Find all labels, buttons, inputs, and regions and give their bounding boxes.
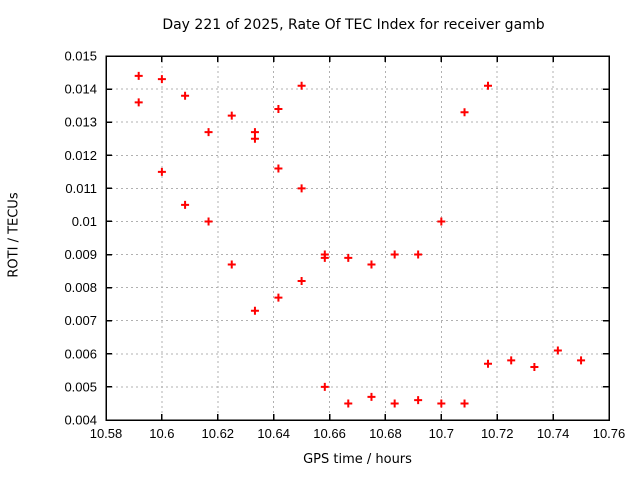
data-point-marker (344, 253, 353, 262)
data-point-marker (181, 91, 190, 100)
y-tick-label: 0.009 (64, 247, 97, 262)
data-point-marker (297, 81, 306, 90)
data-point-marker (274, 104, 283, 113)
plot-border (105, 55, 610, 421)
y-tick-label: 0.012 (64, 148, 97, 163)
data-point-marker (320, 382, 329, 391)
data-point-marker (297, 277, 306, 286)
data-point-marker (250, 306, 259, 315)
data-point-marker (367, 392, 376, 401)
y-tick-label: 0.004 (64, 413, 97, 428)
x-axis-title: GPS time / hours (303, 452, 412, 467)
x-tick-label: 10.68 (369, 426, 402, 441)
data-point-marker (274, 164, 283, 173)
data-point-marker (204, 128, 213, 137)
y-tick-label: 0.011 (65, 181, 97, 196)
x-tick-label: 10.62 (202, 426, 235, 441)
x-tick-label: 10.7 (429, 426, 454, 441)
data-point-marker (460, 108, 469, 117)
data-point-marker (414, 250, 423, 259)
data-point-marker (437, 217, 446, 226)
chart-title: Day 221 of 2025, Rate Of TEC Index for r… (162, 17, 545, 33)
data-point-marker (157, 75, 166, 84)
data-point-marker (577, 356, 586, 365)
data-point-marker (390, 250, 399, 259)
x-tick-label: 10.64 (257, 426, 290, 441)
x-tick-label: 10.58 (90, 426, 123, 441)
data-point-marker (367, 260, 376, 269)
x-tick-label: 10.76 (593, 426, 626, 441)
y-tick-label: 0.01 (72, 214, 97, 229)
y-tick-label: 0.015 (64, 49, 97, 64)
data-point-marker (157, 167, 166, 176)
y-tick-label: 0.005 (64, 379, 97, 394)
data-point-marker (437, 399, 446, 408)
y-tick-label: 0.006 (64, 346, 97, 361)
y-tick-label: 0.013 (64, 115, 97, 130)
x-tick-label: 10.74 (537, 426, 570, 441)
data-point-marker (250, 134, 259, 143)
data-point-marker (297, 184, 306, 193)
data-point-marker (390, 399, 399, 408)
y-tick-label: 0.014 (64, 82, 97, 97)
x-tick-label: 10.6 (149, 426, 174, 441)
data-point-marker (460, 399, 469, 408)
data-point-marker (344, 399, 353, 408)
data-point-marker (227, 111, 236, 120)
data-point-marker (134, 71, 143, 80)
y-tick-label: 0.007 (64, 313, 97, 328)
data-point-marker (204, 217, 213, 226)
data-point-marker (553, 346, 562, 355)
x-tick-label: 10.72 (481, 426, 514, 441)
data-point-marker (274, 293, 283, 302)
data-point-marker (320, 253, 329, 262)
data-point-marker (507, 356, 516, 365)
x-tick-label: 10.66 (313, 426, 346, 441)
data-point-marker (181, 200, 190, 209)
data-point-marker (484, 359, 493, 368)
data-point-marker (414, 396, 423, 405)
data-point-marker (484, 81, 493, 90)
y-tick-label: 0.008 (64, 280, 97, 295)
data-point-marker (530, 363, 539, 372)
data-point-marker (227, 260, 236, 269)
data-point-marker (134, 98, 143, 107)
